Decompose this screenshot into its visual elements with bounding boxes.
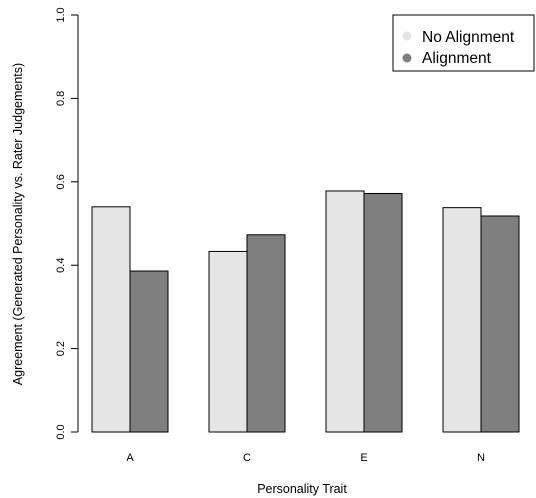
bar-a-no-alignment (91, 206, 131, 433)
legend-box (392, 14, 535, 72)
y-tick-label: 0.0 (55, 424, 67, 439)
legend-swatch-alignment (402, 53, 412, 63)
bar-n-no-alignment (442, 207, 482, 433)
bar-c-no-alignment (208, 250, 248, 433)
y-tick-label: 0.2 (55, 341, 67, 356)
legend-label-no-alignment: No Alignment (422, 29, 515, 46)
x-tick-label: E (360, 452, 367, 464)
x-axis-title: Personality Trait (257, 482, 347, 496)
y-tick-label: 1.0 (55, 7, 67, 22)
bar-a-alignment (129, 270, 169, 433)
bar-e-no-alignment (325, 190, 365, 433)
legend: No Alignment Alignment (392, 14, 535, 72)
bars (91, 190, 520, 433)
y-axis-title: Agreement (Generated Personality vs. Rat… (11, 63, 25, 385)
legend-label-alignment: Alignment (422, 50, 492, 67)
bar-c-alignment (246, 234, 286, 433)
y-tick-label: 0.4 (55, 258, 67, 273)
x-tick-label: A (126, 452, 134, 464)
x-tick-label: N (477, 452, 485, 464)
y-axis: 0.0 0.2 0.4 0.6 0.8 1.0 (55, 7, 79, 440)
bar-e-alignment (363, 192, 403, 433)
y-tick-label: 0.8 (55, 91, 67, 106)
legend-swatch-no-alignment (402, 31, 412, 41)
x-tick-label: C (243, 452, 251, 464)
bar-n-alignment (480, 215, 520, 433)
y-tick-label: 0.6 (55, 174, 67, 189)
